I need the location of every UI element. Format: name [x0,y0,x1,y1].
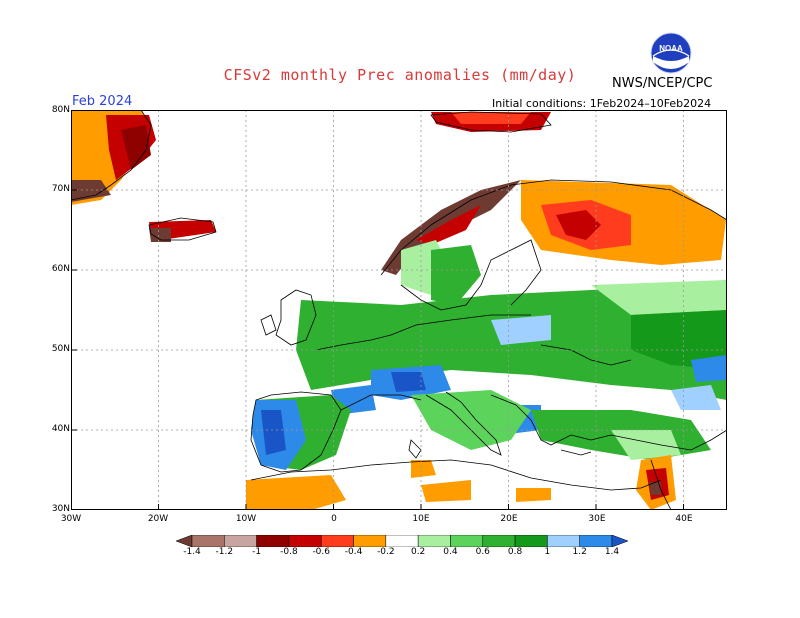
colorbar-cell [320,535,354,547]
colorbar-label: 1 [544,547,551,557]
lat-label: 50N [51,344,70,354]
colorbar-label: -0.6 [312,547,330,557]
lon-label: 30W [60,514,82,524]
colorbar-arrow-left [176,535,193,547]
coastlines [71,110,727,510]
colorbar-cell [482,535,516,547]
anomaly-map [71,110,727,510]
colorbar-label: -0.4 [344,547,363,557]
colorbar-cell [191,535,225,547]
colorbar-cell [579,535,613,547]
lon-label: 10W [235,514,257,524]
colorbar-label: 0.8 [507,547,523,557]
month-label: Feb 2024 [72,94,133,109]
colorbar-label: -1.2 [215,547,234,557]
noaa-logo-text: NOAA [659,44,683,53]
colorbar-cell [450,535,484,547]
colorbar-cell [224,535,257,547]
lat-label: 30N [51,504,70,514]
lon-label: 0 [331,514,337,524]
colorbar-label: 1.2 [572,547,587,557]
colorbar-cell [256,535,290,547]
colorbar-label: 1.4 [604,547,620,557]
colorbar-cell [547,535,580,547]
lon-label: 10E [412,514,430,524]
colorbar-cell [353,535,387,547]
colorbar-cell [514,535,548,547]
colorbar-cell [417,535,451,547]
colorbar-label: 0.6 [475,547,490,557]
colorbar-arrow-right [611,535,628,547]
organization-label: NWS/NCEP/CPC [612,76,713,91]
colorbar-label: -1.4 [183,547,201,557]
colorbar-cell [288,535,322,547]
colorbar-cell [385,535,419,547]
initial-conditions-label: Initial conditions: 1Feb2024–10Feb2024 [492,97,712,110]
anomaly-shading [71,110,727,510]
noaa-logo-icon: NOAA [650,32,692,74]
lat-label: 70N [51,184,70,194]
lat-label: 80N [51,105,70,115]
colorbar [176,535,628,547]
lon-label: 20E [500,514,518,524]
colorbar-label: 0.2 [410,547,426,557]
colorbar-label: -0.2 [377,547,395,557]
lon-label: 40E [675,514,693,524]
colorbar-label: -0.8 [280,547,298,557]
colorbar-label: -1 [252,547,262,557]
lat-label: 60N [51,264,70,274]
lon-label: 30E [588,514,606,524]
colorbar-label: 0.4 [443,547,458,557]
chart-title: CFSv2 monthly Prec anomalies (mm/day) [223,66,577,84]
gridlines [71,110,727,510]
lon-label: 20W [147,514,169,524]
lat-label: 40N [51,424,70,434]
